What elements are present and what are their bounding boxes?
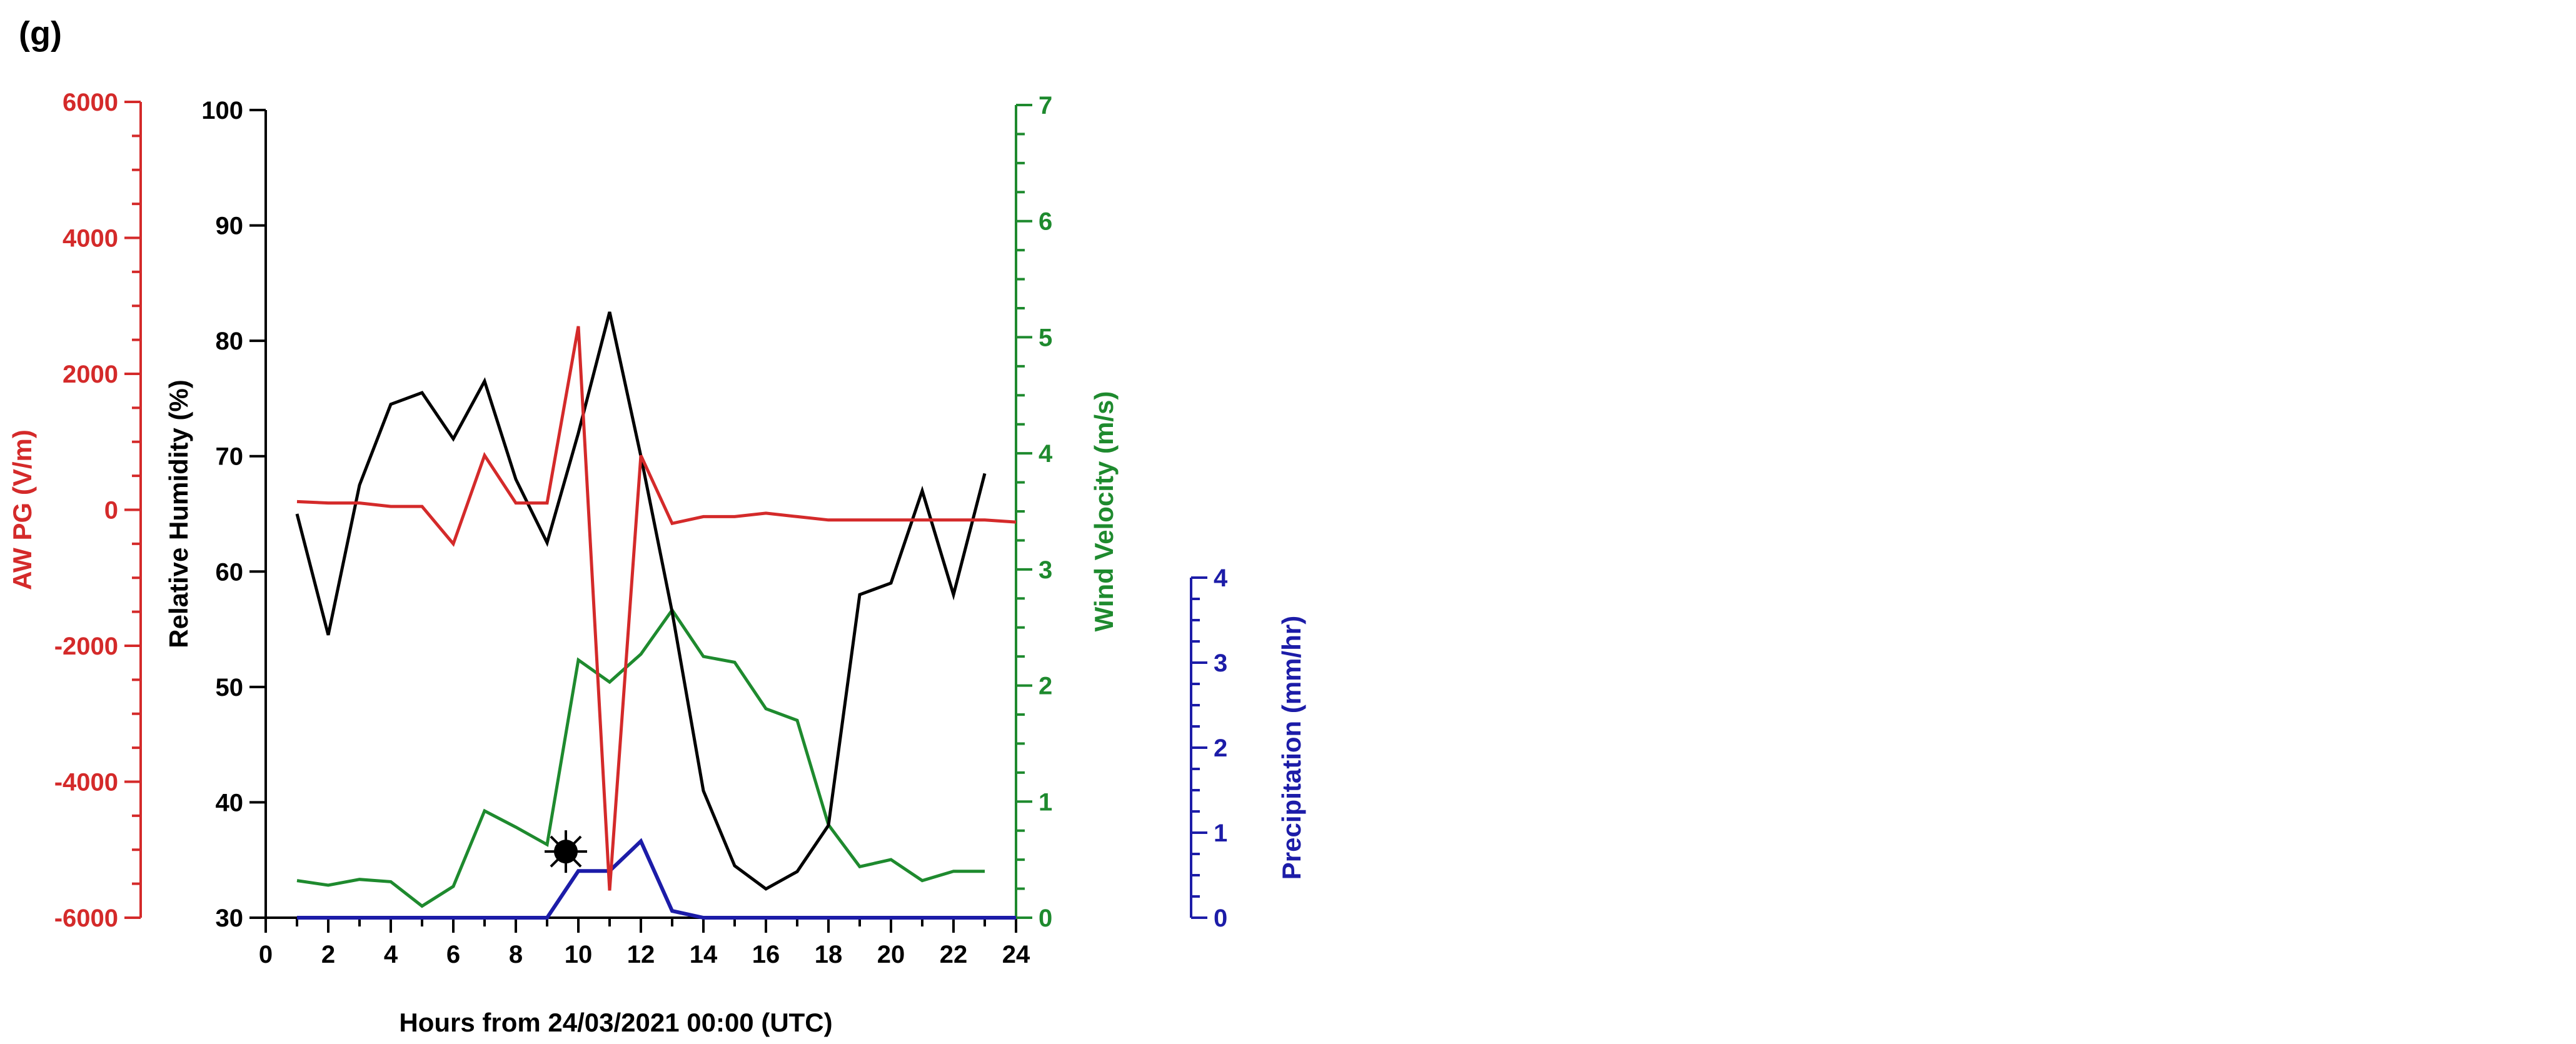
wind-tick-label: 2: [1039, 673, 1052, 700]
x-tick-label: 14: [690, 941, 718, 968]
rh-tick-label: 50: [216, 674, 244, 701]
rh-series-line: [295, 311, 987, 891]
wind-tick-label: 4: [1039, 440, 1053, 468]
pg-axis-title: AW PG (V/m): [8, 429, 37, 590]
wind-tick-label: 1: [1039, 788, 1052, 816]
wind-tick-label: 0: [1039, 905, 1052, 932]
pg-series-line: [296, 326, 1017, 891]
x-tick-label: 10: [565, 941, 593, 968]
rh-axis-title: Relative Humidity (%): [164, 379, 193, 648]
pg-tick-label: 6000: [63, 89, 118, 116]
event-marker-icon: [545, 830, 587, 873]
x-tick-label: 12: [627, 941, 655, 968]
x-tick-label: 2: [321, 941, 335, 968]
x-axis-title: Hours from 24/03/2021 00:00 (UTC): [399, 1008, 832, 1037]
rh-tick-label: 100: [201, 97, 243, 124]
x-tick-label: 20: [877, 941, 905, 968]
x-tick-label: 22: [940, 941, 968, 968]
wind-axis-title: Wind Velocity (m/s): [1089, 391, 1119, 632]
pg-tick-label: -4000: [54, 769, 118, 796]
rh-tick-label: 40: [216, 789, 244, 816]
wind-tick-label: 5: [1039, 324, 1052, 351]
wind-tick-label: 3: [1039, 556, 1052, 584]
rh-tick-label: 80: [216, 328, 244, 355]
pg-tick-label: -2000: [54, 633, 118, 660]
precip-tick-label: 3: [1214, 650, 1227, 677]
rh-tick-label: 70: [216, 443, 244, 471]
precip-series-line: [297, 838, 1016, 920]
precip-tick-label: 4: [1214, 565, 1228, 592]
x-tick-label: 4: [384, 941, 398, 968]
precip-axis-title: Precipitation (mm/hr): [1277, 616, 1306, 880]
pg-tick-label: 0: [104, 497, 118, 525]
precip-tick-label: 0: [1214, 905, 1227, 932]
x-tick-label: 16: [752, 941, 780, 968]
precip-tick-label: 1: [1214, 820, 1227, 847]
x-tick-label: 6: [446, 941, 460, 968]
x-tick-label: 0: [259, 941, 273, 968]
chart-marker: [545, 830, 587, 873]
panel-label: (g): [19, 15, 62, 53]
wind-series-line: [296, 607, 985, 908]
pg-tick-label: -6000: [54, 905, 118, 932]
wind-tick-label: 6: [1039, 208, 1052, 236]
x-tick-label: 8: [509, 941, 523, 968]
pg-tick-label: 2000: [63, 361, 118, 388]
rh-tick-label: 90: [216, 213, 244, 240]
rh-tick-label: 30: [216, 905, 244, 932]
wind-tick-label: 7: [1039, 92, 1052, 119]
x-tick-label: 24: [1002, 941, 1030, 968]
chart-series: [295, 311, 1017, 920]
rh-tick-label: 60: [216, 558, 244, 586]
precip-tick-label: 2: [1214, 735, 1227, 762]
x-tick-label: 18: [815, 941, 843, 968]
pg-tick-label: 4000: [63, 225, 118, 253]
